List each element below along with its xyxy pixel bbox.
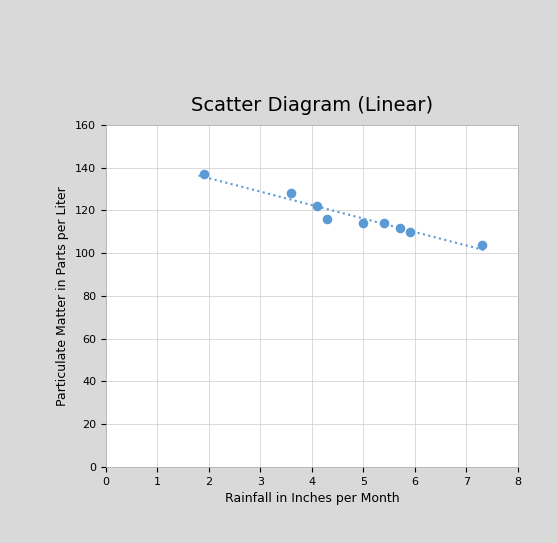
X-axis label: Rainfall in Inches per Month: Rainfall in Inches per Month bbox=[224, 493, 399, 505]
Point bbox=[359, 219, 368, 228]
Point bbox=[312, 202, 321, 211]
Point bbox=[477, 240, 486, 249]
Title: Scatter Diagram (Linear): Scatter Diagram (Linear) bbox=[191, 96, 433, 115]
Y-axis label: Particulate Matter in Parts per Liter: Particulate Matter in Parts per Liter bbox=[56, 186, 70, 406]
Point bbox=[395, 223, 404, 232]
Point bbox=[287, 189, 296, 198]
Point bbox=[323, 214, 332, 223]
Point bbox=[405, 228, 414, 236]
Point bbox=[380, 219, 389, 228]
Point bbox=[199, 170, 208, 179]
